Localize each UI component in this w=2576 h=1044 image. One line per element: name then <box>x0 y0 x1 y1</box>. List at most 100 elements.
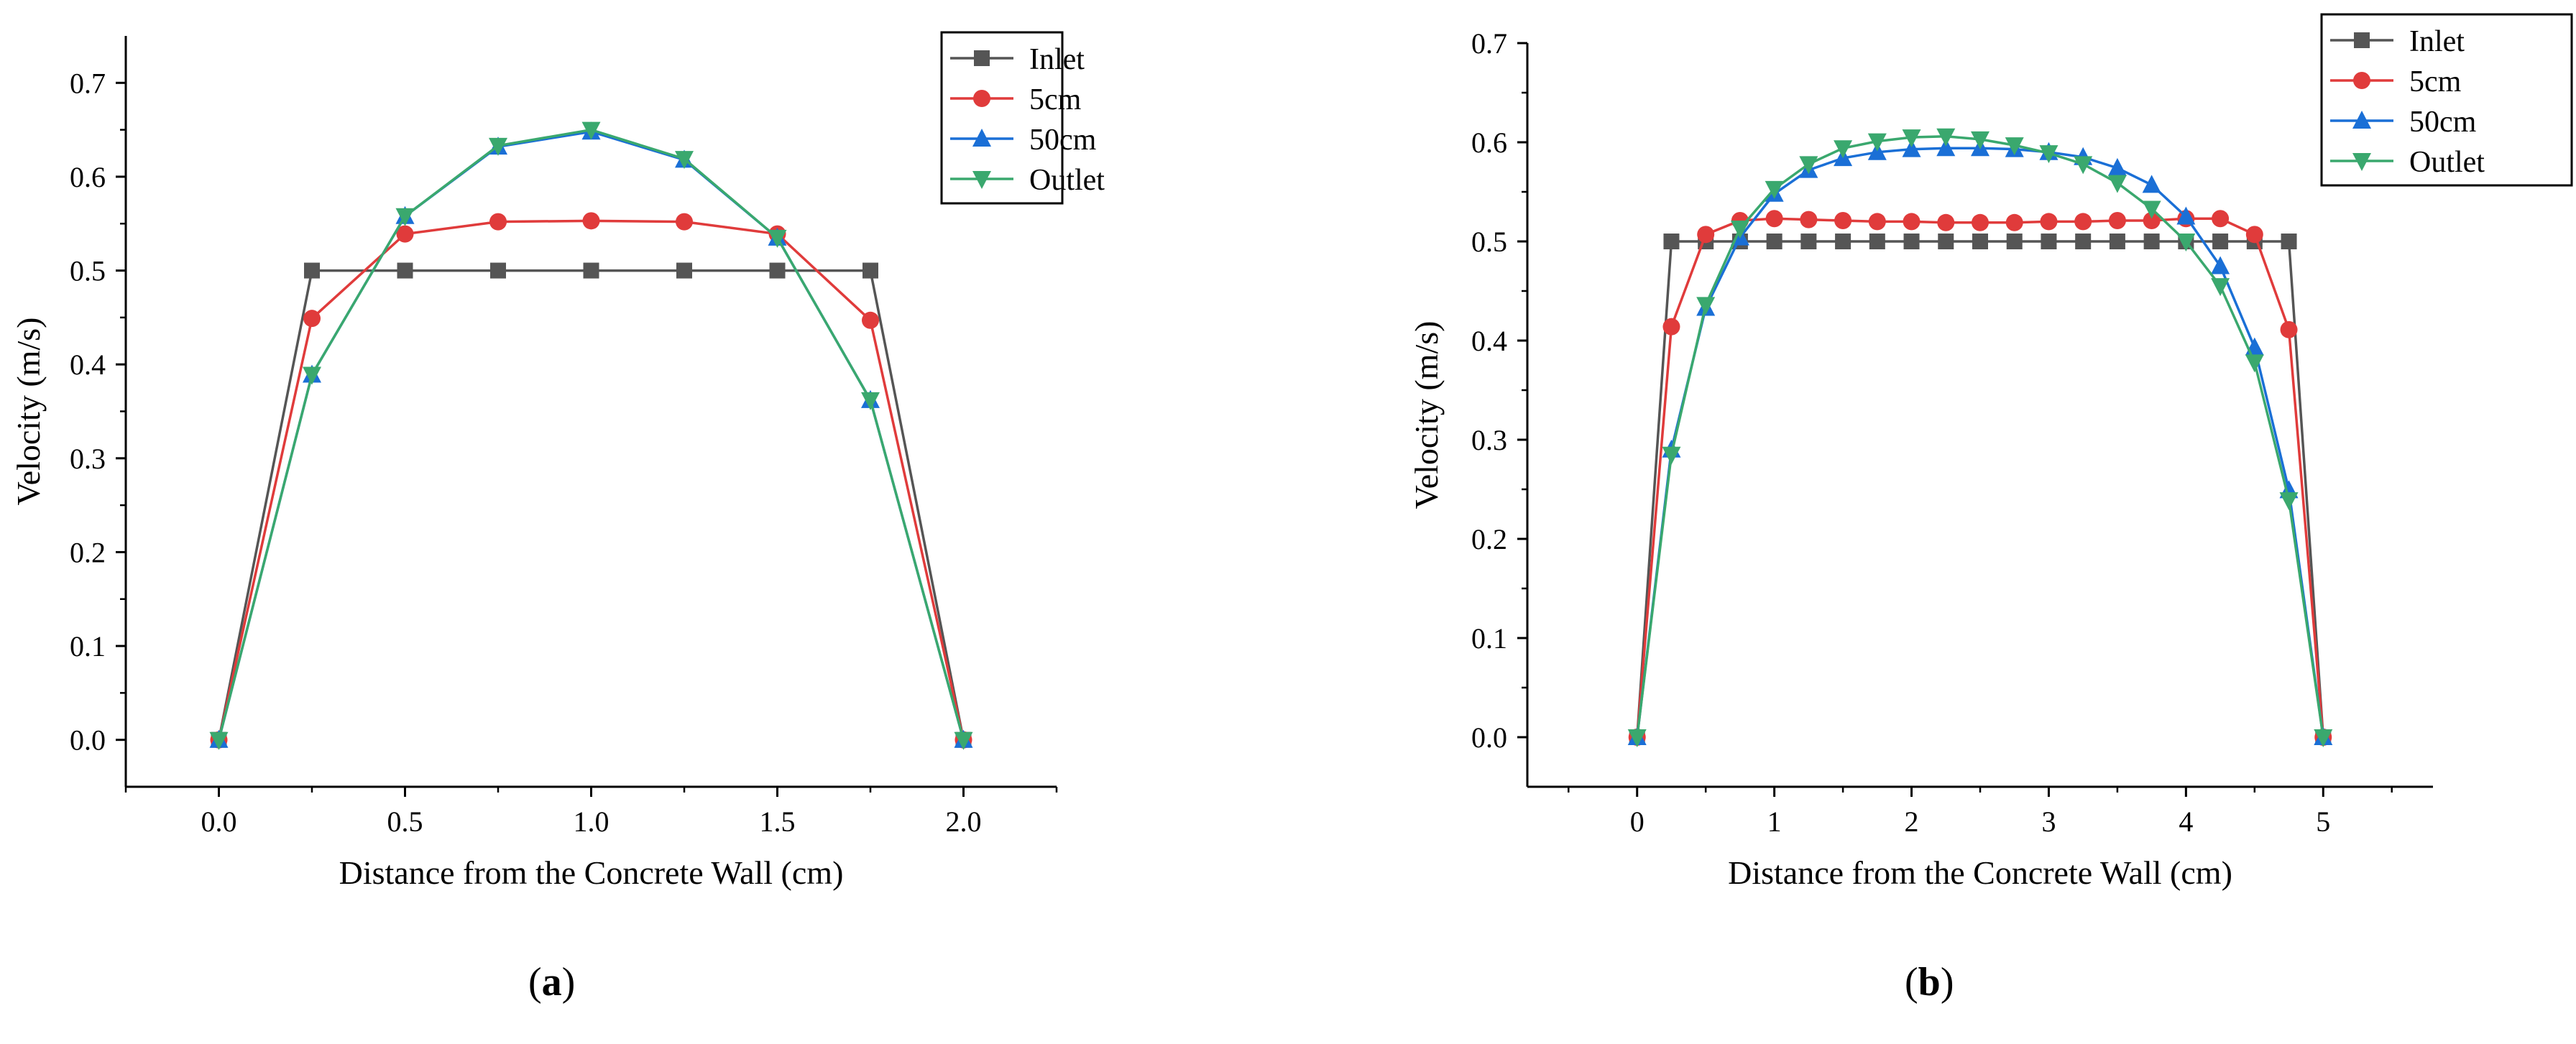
legend-marker <box>2354 32 2370 48</box>
data-point <box>1730 221 1749 239</box>
data-point <box>2109 234 2125 249</box>
x-tick-label: 2 <box>1905 805 1919 838</box>
data-point <box>1800 211 1818 228</box>
y-tick-label: 0.5 <box>1471 226 1507 258</box>
series-line <box>1635 240 2325 738</box>
x-tick-label: 4 <box>2179 805 2193 838</box>
data-point <box>395 208 415 226</box>
data-point <box>2107 157 2127 176</box>
y-tick-label: 0.2 <box>70 536 106 568</box>
data-point <box>2041 234 2057 249</box>
data-point <box>769 262 786 279</box>
data-point <box>490 262 506 279</box>
data-point <box>2107 175 2127 193</box>
data-point <box>1766 234 1782 249</box>
data-point <box>1662 318 1680 336</box>
data-point <box>1663 234 1680 249</box>
data-point <box>304 262 320 279</box>
legend: Inlet 5cm 50cm Outlet <box>2320 13 2573 187</box>
data-point <box>1834 212 1852 230</box>
legend-box <box>940 31 1064 205</box>
data-point <box>2280 320 2298 338</box>
data-point <box>676 213 693 231</box>
x-tick-label: 1.0 <box>574 805 610 838</box>
data-point <box>489 213 507 231</box>
data-point <box>862 262 878 279</box>
data-point <box>2143 234 2160 249</box>
data-point <box>2006 234 2023 249</box>
y-tick-label: 0.0 <box>1471 721 1507 754</box>
series-inlet <box>1629 234 2332 745</box>
y-axis-label: Velocity (m/s) <box>1408 321 1445 509</box>
legend-label: Inlet <box>2409 25 2465 58</box>
data-point <box>1867 133 1887 152</box>
data-point <box>397 262 413 279</box>
x-tick-label: 0 <box>1630 805 1644 838</box>
x-tick-label: 1 <box>1767 805 1782 838</box>
series-outlet <box>209 121 973 750</box>
data-point <box>861 392 880 410</box>
legend-marker <box>2352 111 2371 129</box>
y-tick-label: 0.6 <box>1471 126 1507 159</box>
data-point <box>1696 297 1716 315</box>
data-point <box>2281 234 2297 249</box>
data-point <box>582 212 600 230</box>
data-point <box>1902 129 1921 148</box>
data-point <box>396 225 414 243</box>
y-axis-label: Velocity (m/s) <box>10 318 47 506</box>
data-point <box>1936 128 1956 147</box>
legend-marker <box>972 171 991 189</box>
data-point <box>954 731 973 750</box>
legend-label: 50cm <box>2409 106 2477 139</box>
y-tick-label: 0.7 <box>1471 27 1507 60</box>
data-point <box>1903 213 1920 231</box>
series-5cm <box>1628 210 2332 746</box>
caption-b-letter: b <box>1918 960 1941 1004</box>
data-point <box>303 366 321 385</box>
x-tick-label: 0.5 <box>387 805 423 838</box>
y-tick-label: 0.1 <box>70 630 106 662</box>
data-point <box>2074 213 2092 231</box>
legend-marker <box>974 50 990 66</box>
series-5cm <box>210 212 972 749</box>
data-point <box>2005 137 2024 156</box>
series-line <box>1635 217 2325 738</box>
series-line <box>217 219 965 741</box>
caption-a: (a) <box>528 960 576 1004</box>
legend-label: Outlet <box>1029 164 1105 197</box>
data-point <box>303 310 321 328</box>
y-tick-label: 0.6 <box>70 161 106 193</box>
x-tick-label: 3 <box>2041 805 2056 838</box>
x-tick-label: 2.0 <box>946 805 982 838</box>
y-tick-label: 0.7 <box>70 67 106 99</box>
data-point <box>1800 234 1817 249</box>
chart-b: 0.0 0.1 0.2 0.3 0.4 0.5 0.6 0.7 0 1 2 3 4 5 Distance f… <box>1408 13 2573 891</box>
y-tick-label: 0.0 <box>70 724 106 757</box>
legend-marker <box>2352 153 2371 171</box>
legend-label: Outlet <box>2409 146 2485 179</box>
data-point <box>1902 139 1921 157</box>
y-tick-label: 0.3 <box>70 443 106 475</box>
y-tick-label: 0.5 <box>70 255 106 287</box>
chart-a: 0.0 0.1 0.2 0.3 0.4 0.5 0.6 0.7 0.0 0.5 1.0 1.5 2.0 D… <box>10 31 1105 891</box>
data-point <box>2142 175 2161 193</box>
data-point <box>2211 278 2230 297</box>
data-point <box>1869 234 1885 249</box>
data-point <box>2142 200 2161 219</box>
data-point <box>1972 213 1989 231</box>
data-point <box>768 229 787 248</box>
data-point <box>1627 729 1647 747</box>
caption-a-letter: a <box>541 960 562 1004</box>
data-point <box>2005 213 2023 231</box>
data-point <box>1834 140 1853 159</box>
data-point <box>2040 213 2058 231</box>
series-outlet <box>1627 128 2333 747</box>
y-tick-label: 0.4 <box>70 348 106 381</box>
data-point <box>2075 234 2092 249</box>
legend-marker <box>2353 72 2370 89</box>
legend-label: 50cm <box>1029 124 1097 157</box>
y-tick-label: 0.2 <box>1471 523 1507 555</box>
x-tick-label: 1.5 <box>760 805 796 838</box>
data-point <box>2039 145 2058 164</box>
